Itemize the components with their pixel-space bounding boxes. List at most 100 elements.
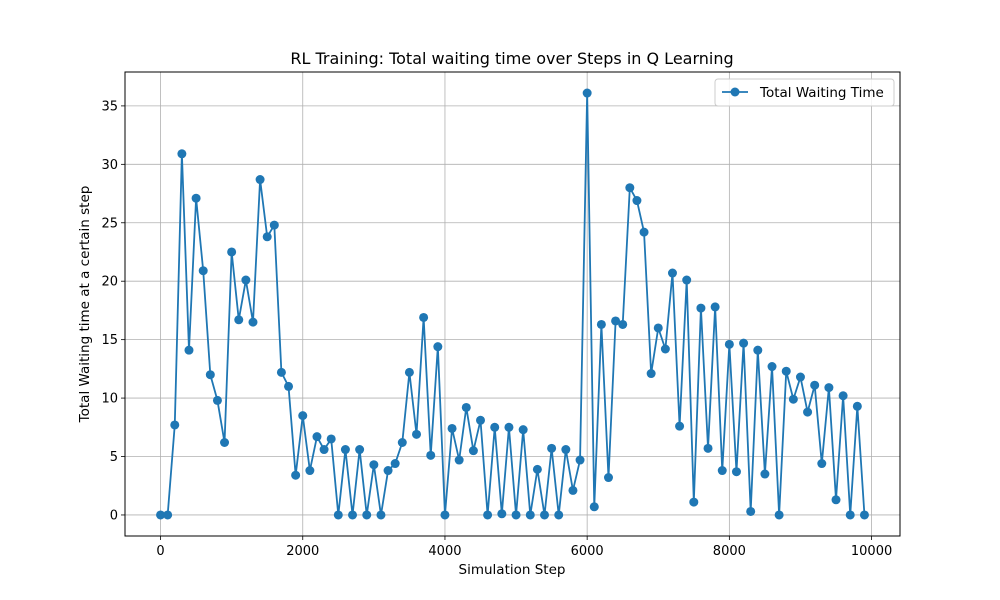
chart-title: RL Training: Total waiting time over Ste… — [290, 49, 733, 68]
data-point — [596, 319, 606, 329]
y-tick-label: 35 — [101, 99, 118, 114]
data-point — [696, 303, 706, 313]
data-point — [383, 466, 393, 476]
data-point — [184, 345, 194, 355]
data-point — [852, 401, 862, 411]
y-tick-label: 10 — [101, 392, 118, 407]
data-point — [753, 345, 763, 355]
data-point — [348, 510, 358, 520]
data-point — [163, 510, 173, 520]
data-point — [717, 466, 727, 476]
data-point — [220, 438, 230, 447]
data-point — [269, 220, 279, 230]
data-point — [731, 467, 741, 477]
data-point — [824, 383, 834, 393]
data-point — [589, 502, 599, 512]
data-point — [298, 411, 308, 421]
data-point — [156, 510, 166, 520]
data-point — [845, 510, 855, 520]
data-point — [682, 275, 692, 285]
data-point — [497, 509, 507, 519]
data-point — [739, 338, 749, 348]
data-point — [170, 420, 180, 430]
data-point — [447, 423, 457, 433]
data-point — [362, 510, 372, 520]
data-point — [454, 455, 464, 465]
data-point — [518, 425, 528, 435]
data-point — [724, 339, 734, 349]
data-point — [625, 183, 635, 193]
data-point — [476, 415, 485, 425]
data-point — [468, 446, 478, 456]
data-point — [376, 510, 386, 520]
data-point — [540, 510, 549, 520]
data-point — [504, 422, 514, 432]
data-point — [412, 429, 422, 439]
data-point — [284, 381, 294, 391]
data-point — [689, 497, 699, 507]
data-point — [810, 380, 820, 390]
data-point — [433, 342, 443, 352]
plot-area-frame — [124, 71, 901, 537]
data-point — [781, 366, 791, 376]
data-point — [483, 510, 493, 520]
data-point — [795, 372, 805, 382]
legend-marker-swatch — [730, 87, 740, 97]
x-tick-label: 10000 — [851, 544, 892, 559]
data-point — [440, 510, 450, 520]
data-point — [611, 316, 621, 326]
data-point — [291, 470, 301, 480]
data-point — [255, 175, 265, 185]
data-point — [660, 344, 670, 354]
data-point — [177, 149, 187, 159]
data-point — [817, 459, 827, 469]
data-point — [554, 510, 564, 520]
data-point — [369, 460, 379, 470]
data-point — [198, 266, 208, 276]
data-point — [227, 247, 237, 257]
data-point — [419, 312, 429, 322]
data-point — [340, 445, 350, 455]
legend-box — [714, 78, 895, 107]
y-tick-label: 20 — [101, 275, 118, 290]
data-point — [831, 495, 841, 505]
data-point — [404, 367, 414, 377]
data-point — [859, 510, 869, 520]
data-point — [212, 395, 222, 405]
y-axis-label: Total Waiting time at a certain step — [77, 186, 93, 424]
data-point — [675, 421, 685, 431]
data-point — [276, 367, 286, 377]
data-point — [632, 196, 642, 206]
data-point — [746, 506, 756, 516]
data-point — [803, 407, 813, 417]
x-tick-label: 2000 — [286, 544, 319, 559]
data-point — [838, 391, 848, 401]
data-point — [248, 317, 258, 327]
data-point — [760, 469, 770, 479]
x-tick-label: 4000 — [428, 544, 461, 559]
x-axis-label: Simulation Step — [459, 562, 566, 578]
data-point — [774, 510, 784, 520]
data-point — [646, 369, 656, 379]
x-tick-label: 6000 — [571, 544, 604, 559]
x-tick-label: 0 — [156, 544, 164, 559]
data-point — [532, 464, 542, 474]
data-point — [234, 315, 244, 325]
data-point — [461, 402, 471, 412]
y-tick-label: 30 — [101, 158, 118, 173]
data-point — [582, 88, 592, 98]
data-point — [390, 459, 400, 469]
data-point — [426, 450, 436, 460]
data-point — [241, 275, 251, 285]
y-axis-ticks: 0 5 10 15 20 25 30 35 — [101, 99, 125, 523]
data-point — [710, 302, 720, 312]
data-point — [397, 438, 407, 447]
data-point — [767, 362, 777, 372]
series-total-waiting-time — [156, 88, 869, 520]
data-point — [262, 232, 272, 242]
y-tick-label: 0 — [110, 508, 118, 523]
x-tick-label: 8000 — [713, 544, 746, 559]
data-point — [312, 432, 322, 442]
y-tick-label: 25 — [101, 216, 118, 231]
